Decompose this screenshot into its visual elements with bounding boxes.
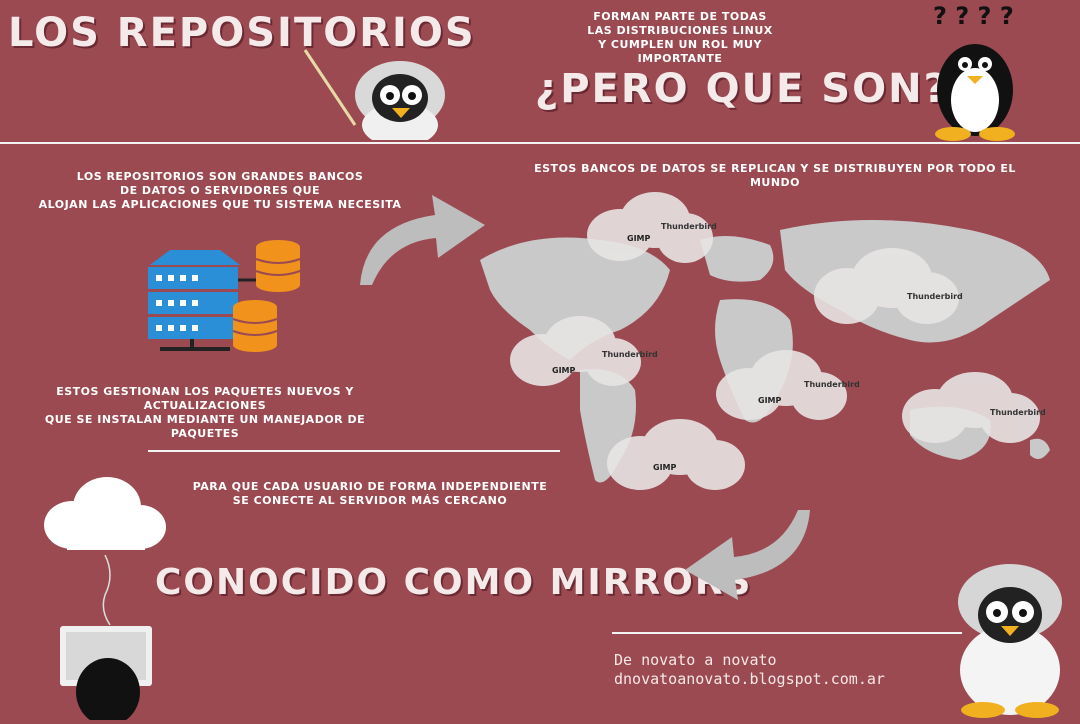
definition-line-2: DE DATOS O SERVIDORES QUE xyxy=(119,184,321,197)
packages-line-1: ESTOS GESTIONAN LOS PAQUETES NUEVOS Y AC… xyxy=(56,385,354,412)
main-title: LOS REPOSITORIOS xyxy=(8,10,476,56)
independent-text: PARA QUE CADA USUARIO DE FORMA INDEPENDI… xyxy=(170,480,570,508)
packages-text: ESTOS GESTIONAN LOS PAQUETES NUEVOS Y AC… xyxy=(10,385,400,441)
definition-line-1: LOS REPOSITORIOS SON GRANDES BANCOS xyxy=(76,170,364,183)
server-database-icon xyxy=(140,235,310,355)
question-title: ¿PERO QUE SON? xyxy=(535,66,949,112)
cloud-4-thunderbird-label: Thunderbird xyxy=(804,380,860,389)
cloud-3-thunderbird-label: Thunderbird xyxy=(602,350,658,359)
intro-text: FORMAN PARTE DE TODAS LAS DISTRIBUCIONES… xyxy=(560,10,800,66)
mid-divider xyxy=(148,450,560,452)
tux-scientist-illustration xyxy=(945,560,1075,720)
definition-text: LOS REPOSITORIOS SON GRANDES BANCOS DE D… xyxy=(30,170,410,212)
cloud-5-thunderbird-label: Thunderbird xyxy=(990,408,1046,417)
independent-line-2: SE CONECTE AL SERVIDOR MÁS CERCANO xyxy=(232,494,508,507)
cloud-6-gimp-label: GIMP xyxy=(653,463,677,472)
cloud-1-thunderbird-label: Thunderbird xyxy=(661,222,717,231)
cloud-icon xyxy=(42,475,167,555)
mirror-cloud-3: GIMP Thunderbird xyxy=(508,312,658,390)
mirror-cloud-2: Thunderbird xyxy=(812,246,963,328)
mirror-cloud-6: GIMP xyxy=(605,415,745,495)
credit-name: De novato a novato xyxy=(614,651,777,669)
packages-line-2: QUE SE INSTALAN MEDIANTE UN MANEJADOR DE… xyxy=(44,413,366,440)
laptop-penguin-illustration xyxy=(58,622,158,724)
mirror-cloud-4: GIMP Thunderbird xyxy=(714,346,860,424)
intro-line-2: LAS DISTRIBUCIONES LINUX xyxy=(587,24,773,37)
cloud-3-gimp-label: GIMP xyxy=(552,366,576,375)
replicate-text: ESTOS BANCOS DE DATOS SE REPLICAN Y SE D… xyxy=(534,162,1016,189)
cloud-4-gimp-label: GIMP xyxy=(758,396,782,405)
independent-line-1: PARA QUE CADA USUARIO DE FORMA INDEPENDI… xyxy=(192,480,548,493)
mirror-cloud-5: Thunderbird xyxy=(900,368,1046,448)
cloud-1-gimp-label: GIMP xyxy=(627,234,651,243)
header-divider xyxy=(0,142,1080,144)
question-marks: ? ? ? ? xyxy=(933,2,1014,30)
connection-line xyxy=(100,554,120,626)
tux-question-illustration: ? ? ? ? xyxy=(915,2,1035,142)
credit-url[interactable]: dnovatoanovato.blogspot.com.ar xyxy=(614,670,885,688)
credits-divider xyxy=(612,632,962,634)
arrow-left-icon xyxy=(680,505,820,615)
arrow-right-icon xyxy=(350,180,490,290)
tux-professor-illustration xyxy=(300,40,470,147)
definition-line-3: ALOJAN LAS APLICACIONES QUE TU SISTEMA N… xyxy=(38,198,402,211)
cloud-2-thunderbird-label: Thunderbird xyxy=(907,292,963,301)
intro-line-1: FORMAN PARTE DE TODAS xyxy=(593,10,767,23)
intro-line-3: Y CUMPLEN UN ROL MUY IMPORTANTE xyxy=(598,38,762,65)
mirror-cloud-1: GIMP Thunderbird xyxy=(585,190,717,268)
mirrors-title: CONOCIDO COMO MIRRORS xyxy=(155,562,753,603)
